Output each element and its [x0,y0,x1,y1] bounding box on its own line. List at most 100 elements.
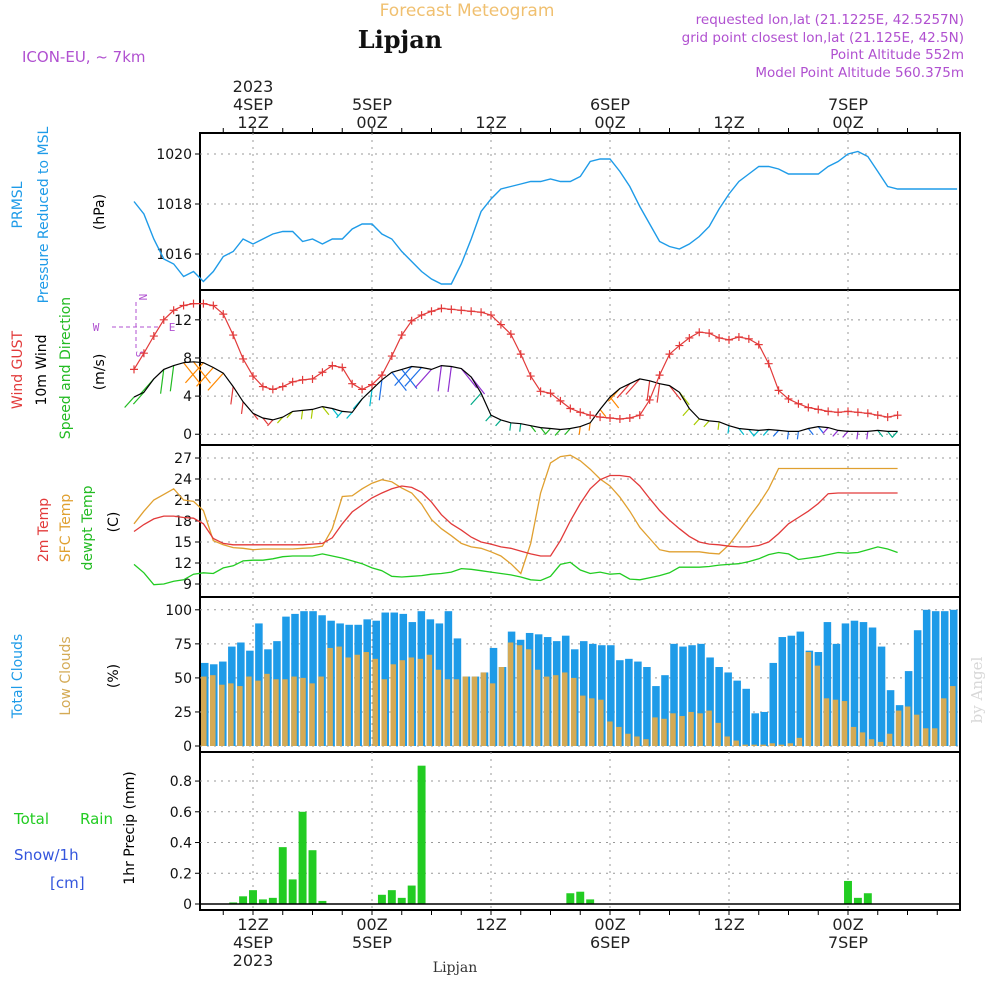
gust-marker [467,307,476,316]
cloud-low-bar [580,695,586,746]
gust-marker [526,372,535,381]
wind-ticks: 0 4 8 12 [174,313,960,443]
cloud-low-bar [507,642,514,746]
wind-arrow [540,427,547,435]
wind-arrow [544,428,551,435]
cloud-total-bar [625,658,633,746]
gust-marker [556,396,565,405]
cloud-low-bar [751,744,757,746]
wind-arrow [414,369,432,389]
gust-marker [853,408,862,417]
cloud-low-bar [823,698,830,746]
wind-arrow [609,396,620,409]
cloud-low-bar [733,740,739,746]
cloud-total-bar [913,630,922,746]
cloud-low-bar [219,684,225,746]
wind-arrow [169,365,175,392]
gust-marker [893,411,902,420]
compass-w: W [93,321,100,334]
precip-bar [586,899,595,904]
cloud-total-bar [760,711,768,746]
wind-arrow [460,368,478,389]
panel-frame-pressure [199,132,961,291]
cloud-total-bar [751,713,759,746]
wind-arrow [267,419,274,427]
bottom-time-label: 12Z [475,915,506,934]
gust-marker [328,361,337,370]
cloud-low-bar [643,739,649,746]
gust-marker [546,389,555,398]
cloud-low-bar [904,706,911,746]
cloud-low-bar [237,686,243,746]
cloud-low-bar [859,732,866,746]
gust-marker [645,395,654,404]
gust-marker [496,320,505,329]
clouds-label-low: Low Clouds [58,636,74,715]
y-tick-label: 0 [183,427,192,443]
bottom-time-label: 4SEP [233,933,273,952]
top-time-label: 6SEP [590,95,630,114]
cloud-low-bar [543,676,550,746]
wind-arrow [866,431,869,440]
cloud-low-bar [715,722,721,746]
cloud-low-bar [417,658,424,746]
wind-arrow [832,430,839,437]
pressure-label-prmsl: PRMSL [10,181,26,228]
gust-marker [516,350,525,359]
gridpoint-coords: grid point closest lon,lat (21.125E, 42.… [682,30,964,46]
cloud-low-bar [228,683,234,746]
model-altitude: Model Point Altitude 560.375m [755,65,964,81]
gust-marker [457,306,466,315]
gust-marker [358,385,367,394]
precip-bar [417,765,426,904]
wind-arrow [891,430,899,438]
gust-marker [536,387,545,396]
cloud-total-bar [598,645,606,746]
cloud-total-bar [796,631,805,746]
gust-marker [784,394,793,403]
wind-arrow [616,383,631,399]
cloud-low-bar [634,736,640,746]
cloud-low-bar [291,676,297,746]
cloud-low-bar [652,717,658,746]
wind-unit: (m/s) [92,354,108,391]
cloud-low-bar [850,726,857,746]
cloud-low-bar [796,737,803,746]
top-time-label: 00Z [356,113,387,132]
cloud-total-bar [832,643,841,746]
gust-marker [130,365,138,374]
cloud-low-bar [336,646,342,746]
gust-marker [655,371,664,380]
cloud-total-bar [859,622,868,746]
gust-marker [596,413,605,422]
gust-marker [159,315,168,324]
watermark: by Angel [968,656,986,723]
gust-marker [834,408,843,417]
gust-marker [318,368,327,377]
bottom-time-label: 00Z [356,915,387,934]
y-tick-label: 25 [174,705,192,721]
precip-bar [397,897,406,904]
gust-marker [844,407,852,416]
top-time-label: 12Z [713,113,744,132]
cloud-low-bar [949,686,956,746]
gust-marker [715,333,724,342]
cloud-low-bar [931,728,938,746]
wind-arrow [336,410,343,419]
precip-panel: Total Rain Snow/1h [cm] 1hr Precip (mm) … [13,765,960,913]
y-tick-label: 24 [174,472,192,488]
wind-arrow [762,429,770,436]
wind-arrow [485,414,492,422]
wind-arrow [132,391,145,405]
top-time-label: 12Z [475,113,506,132]
gust-marker [814,405,823,414]
pressure-panel: PRMSL Pressure Reduced to MSL (hPa) 1016… [10,126,960,303]
cloud-total-bar [580,641,588,746]
cloud-total-bar [841,623,850,746]
wind-arrow [262,417,269,425]
gust-marker [338,363,347,372]
wind-arrow [160,369,165,394]
wind-arrow [554,429,561,436]
